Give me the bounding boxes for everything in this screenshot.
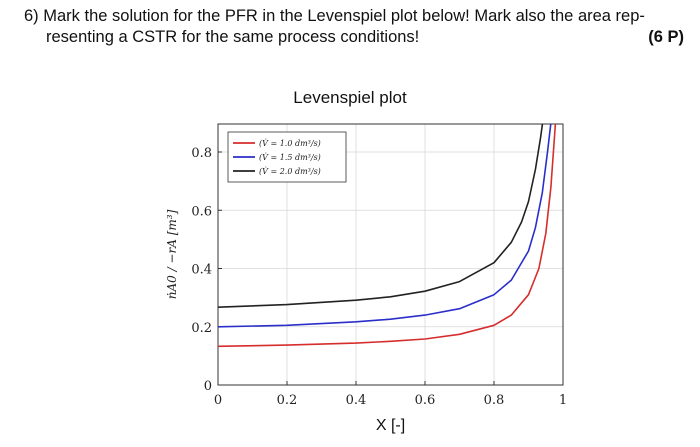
question-line-2-text: resenting a CSTR for the same process co… bbox=[46, 28, 420, 46]
x-tick-label: 0.2 bbox=[277, 393, 298, 408]
x-tick-label: 0.4 bbox=[346, 393, 367, 408]
question-line-1: 6) Mark the solution for the PFR in the … bbox=[24, 7, 645, 25]
x-tick-label: 1 bbox=[559, 393, 567, 408]
plot-frame bbox=[217, 123, 564, 386]
series-group bbox=[218, 124, 557, 348]
y-tick-label: 0.6 bbox=[191, 204, 212, 219]
series-line-2 bbox=[218, 124, 552, 328]
x-tick-label: 0 bbox=[214, 393, 222, 408]
series-line-1 bbox=[218, 124, 557, 348]
y-tick-label: 0.8 bbox=[191, 146, 212, 161]
question-line-2: resenting a CSTR for the same process co… bbox=[24, 27, 684, 48]
legend-label-1: (V̇ = 1.0 dm³/s) bbox=[259, 139, 321, 148]
y-axis-label: ṅA0 / −rA [m³] bbox=[165, 209, 179, 299]
x-axis-label: X [-] bbox=[376, 417, 405, 434]
x-tick-label: 0.6 bbox=[415, 393, 436, 408]
legend-label-2: (V̇ = 1.5 dm³/s) bbox=[259, 153, 321, 162]
points-label: (6 P) bbox=[648, 28, 684, 46]
question-text: 6) Mark the solution for the PFR in the … bbox=[24, 6, 684, 48]
series-line-3 bbox=[218, 124, 544, 308]
y-tick-label: 0.4 bbox=[191, 263, 212, 278]
legend-label-3: (V̇ = 2.0 dm³/s) bbox=[259, 167, 321, 176]
y-tick-label: 0.2 bbox=[191, 321, 212, 336]
chart-title: Levenspiel plot bbox=[293, 88, 407, 107]
x-tick-label: 0.8 bbox=[484, 393, 505, 408]
y-tick-label: 0 bbox=[204, 379, 212, 394]
